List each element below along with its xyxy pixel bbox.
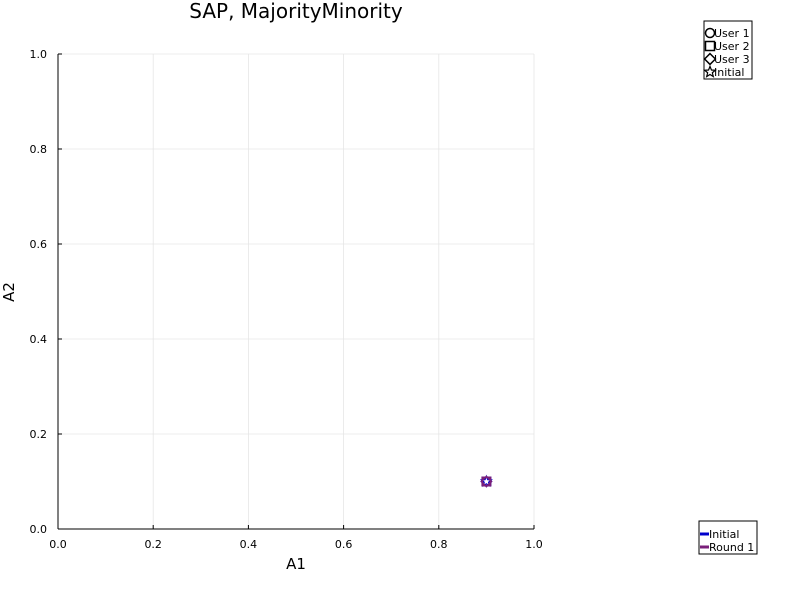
x-tick-label: 0.2 [144,538,162,551]
x-tick-label: 1.0 [525,538,543,551]
axes [57,54,534,530]
x-tick-label: 0.6 [335,538,353,551]
legend-label: User 3 [714,53,750,66]
y-tick-label: 0.0 [30,523,48,536]
x-tick-label: 0.0 [49,538,67,551]
legend-marker-diamond [703,52,717,66]
line-legend-box [698,520,758,555]
x-tick-label: 0.4 [240,538,258,551]
data-point-diamond [480,475,493,488]
x-tick-label: 0.8 [430,538,448,551]
legend-marker-square [704,40,716,52]
legend-label: Initial [709,528,739,541]
gridlines [57,53,535,530]
x-axis-label: A1 [286,555,306,573]
legend-marker-star [703,64,717,78]
y-tick-label: 1.0 [30,48,48,61]
legend-label: User 1 [714,27,750,40]
tick-labels: 0.0 0.2 0.4 0.6 0.8 1.0 0.0 0.2 0.4 0.6 0.8 1.0 [30,48,543,551]
legend-label: Round 1 [709,541,754,554]
legend-label: Initial [714,66,744,79]
y-tick-label: 0.6 [30,238,48,251]
data-points [479,474,493,488]
chart-title: SAP, MajorityMinority [189,0,403,23]
y-axis-label: A2 [0,282,18,302]
legend-label: User 2 [714,40,750,53]
y-tick-label: 0.4 [30,333,48,346]
y-tick-label: 0.2 [30,428,48,441]
y-tick-label: 0.8 [30,143,48,156]
legend-marker-circle [704,27,716,39]
